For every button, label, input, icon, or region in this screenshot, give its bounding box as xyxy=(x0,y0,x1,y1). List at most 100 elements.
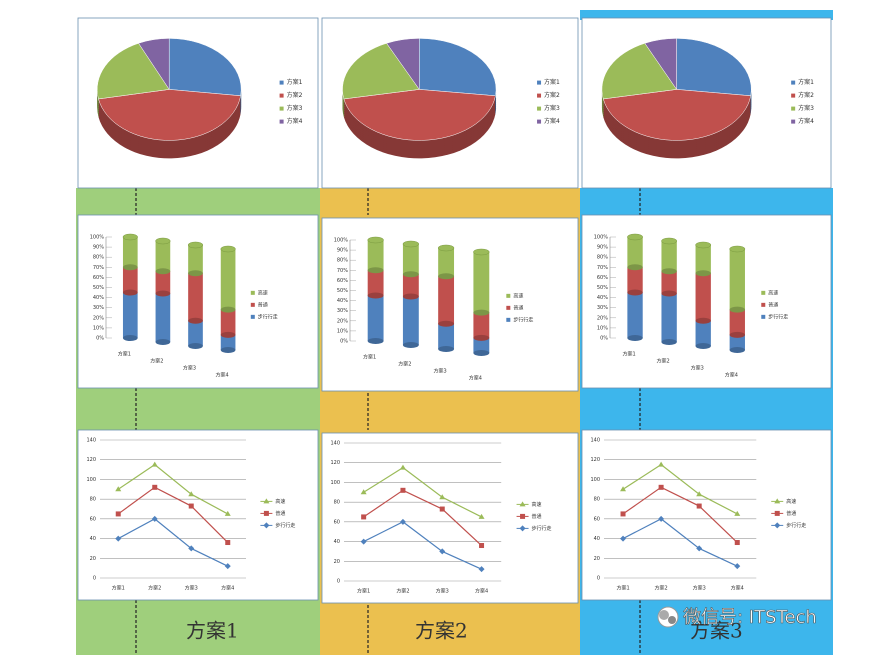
marker xyxy=(439,548,446,555)
legend-swatch xyxy=(791,106,796,111)
series-line xyxy=(117,518,229,567)
marker xyxy=(696,545,703,552)
legend-swatch xyxy=(761,290,766,295)
y-tick-label: 120 xyxy=(590,457,600,463)
marker xyxy=(188,503,194,509)
x-tick-label: 方案4 xyxy=(216,372,229,379)
y-tick-label: 0 xyxy=(597,576,600,582)
cylinder-top xyxy=(155,237,171,245)
marker xyxy=(361,514,367,520)
legend-label: 方案3 xyxy=(798,104,814,112)
cylinder-top xyxy=(367,236,384,244)
cylinder-cap xyxy=(627,289,643,296)
pie-slice xyxy=(601,42,678,100)
cylinder-segment xyxy=(367,240,384,271)
y-tick-label: 140 xyxy=(590,438,600,444)
marker xyxy=(225,540,231,546)
marker xyxy=(115,486,122,492)
legend-label: 步行行走 xyxy=(768,313,788,320)
y-tick-label: 60% xyxy=(597,275,608,281)
y-tick-label: 50% xyxy=(337,288,348,294)
y-tick-label: 30% xyxy=(597,305,608,311)
x-tick-label: 方案2 xyxy=(150,358,163,365)
cylinder-cap xyxy=(188,270,203,277)
cylinder-cap xyxy=(695,317,711,324)
marker xyxy=(658,461,665,467)
scheme-label: 方案2 xyxy=(415,619,468,643)
y-tick-label: 90% xyxy=(337,248,348,254)
marker xyxy=(399,518,406,525)
cylinder-cap xyxy=(188,317,203,324)
cylinder-segment xyxy=(188,320,203,346)
cylinder-cap xyxy=(661,339,677,345)
y-tick-label: 20 xyxy=(334,559,340,565)
cylinder-cap xyxy=(402,342,419,348)
marker xyxy=(478,566,485,573)
x-tick-label: 方案2 xyxy=(655,585,668,592)
x-tick-label: 方案3 xyxy=(436,588,449,595)
y-tick-label: 30% xyxy=(337,308,348,314)
cylinder-segment xyxy=(695,320,711,346)
cylinder-segment xyxy=(661,293,677,342)
legend-label: 高速 xyxy=(786,498,796,505)
y-tick-label: 30% xyxy=(93,305,104,311)
y-tick-label: 20% xyxy=(597,315,608,321)
y-tick-label: 40 xyxy=(594,536,600,542)
cylinder-cap xyxy=(438,320,455,327)
legend-label: 高速 xyxy=(768,289,778,296)
x-tick-label: 方案1 xyxy=(112,585,125,592)
legend-label: 方案3 xyxy=(287,104,303,112)
marker xyxy=(399,464,406,470)
cylinder-segment xyxy=(627,292,643,338)
y-tick-label: 120 xyxy=(330,460,340,466)
y-tick-label: 0 xyxy=(337,579,340,585)
y-tick-label: 80% xyxy=(597,255,608,261)
y-tick-label: 0% xyxy=(600,336,608,342)
watermark-text: 微信号: ITSTech xyxy=(683,607,817,628)
chart-panel: 0% 10% 20% 30% 40% 50% 60% 70% 80% 90% 100% 方案1 方案2 方… xyxy=(321,217,579,392)
marker xyxy=(115,511,121,517)
marker xyxy=(734,540,740,546)
pie-slice xyxy=(342,42,420,100)
marker xyxy=(696,503,702,509)
cylinder-cap xyxy=(627,264,643,271)
pie-slice xyxy=(602,89,752,141)
y-tick-label: 40% xyxy=(93,295,104,301)
legend-label: 方案1 xyxy=(287,78,303,86)
watermark-icon xyxy=(668,616,676,624)
legend-label: 方案4 xyxy=(798,117,814,125)
cylinder-top xyxy=(473,248,490,256)
legend-swatch xyxy=(761,314,766,319)
cylinder-segment xyxy=(729,249,745,310)
marker xyxy=(620,486,627,492)
y-tick-label: 60 xyxy=(90,516,96,522)
y-tick-label: 10% xyxy=(93,325,104,331)
x-tick-label: 方案2 xyxy=(398,361,411,368)
legend-swatch xyxy=(537,106,542,111)
legend-swatch xyxy=(506,293,511,298)
marker xyxy=(478,513,485,519)
marker xyxy=(400,487,406,493)
marker xyxy=(188,491,195,497)
y-tick-label: 20 xyxy=(594,556,600,562)
y-tick-label: 80 xyxy=(334,500,340,506)
cylinder-top xyxy=(122,233,138,241)
pie-slice xyxy=(644,38,677,91)
marker xyxy=(115,535,122,542)
y-tick-label: 60% xyxy=(337,278,348,284)
x-tick-label: 方案3 xyxy=(691,365,704,372)
y-tick-label: 120 xyxy=(86,457,96,463)
cylinder-top xyxy=(627,233,643,241)
watermark-icon xyxy=(659,610,669,620)
pie-slice xyxy=(419,38,497,97)
legend-swatch xyxy=(506,317,511,322)
legend-label: 方案2 xyxy=(287,91,303,99)
y-tick-label: 70% xyxy=(597,265,608,271)
cylinder-cap xyxy=(220,331,236,338)
legend-swatch xyxy=(791,93,796,98)
cylinder-cap xyxy=(473,334,490,341)
cylinder-segment xyxy=(473,252,490,313)
cylinder-segment xyxy=(220,249,236,310)
